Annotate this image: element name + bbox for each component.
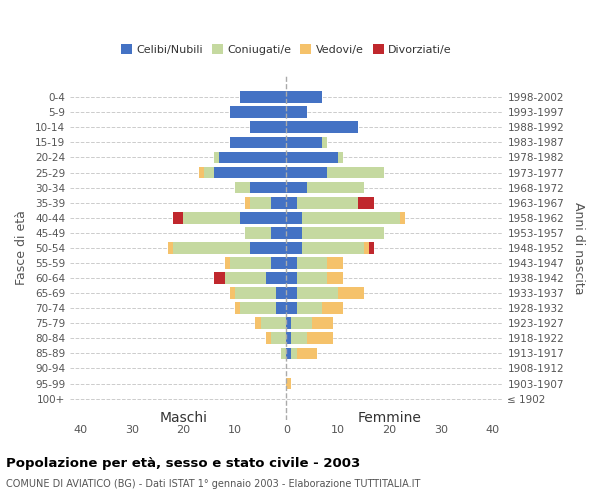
Bar (266, 272, 286, 284)
Bar (328, 272, 343, 284)
Bar (230, 257, 271, 269)
Bar (307, 332, 332, 344)
Bar (302, 242, 364, 254)
Bar (250, 242, 286, 254)
Bar (240, 302, 276, 314)
Bar (286, 212, 302, 224)
Bar (292, 348, 296, 360)
Bar (235, 287, 276, 299)
Bar (338, 152, 343, 164)
Bar (230, 136, 286, 148)
Bar (168, 242, 173, 254)
Bar (271, 197, 286, 208)
Bar (302, 227, 384, 238)
Bar (204, 166, 214, 178)
Bar (286, 122, 358, 133)
Bar (271, 332, 286, 344)
Bar (173, 242, 250, 254)
Bar (240, 212, 286, 224)
Legend: Celibi/Nubili, Coniugati/e, Vedovi/e, Divorziati/e: Celibi/Nubili, Coniugati/e, Vedovi/e, Di… (116, 40, 456, 59)
Bar (281, 348, 286, 360)
Bar (328, 257, 343, 269)
Bar (256, 318, 260, 329)
Bar (245, 197, 250, 208)
Bar (224, 257, 230, 269)
Bar (286, 348, 292, 360)
Bar (286, 257, 296, 269)
Bar (296, 197, 358, 208)
Bar (322, 302, 343, 314)
Bar (235, 182, 250, 194)
Bar (307, 182, 364, 194)
Y-axis label: Fasce di età: Fasce di età (15, 210, 28, 286)
Bar (250, 182, 286, 194)
Bar (286, 302, 296, 314)
Bar (328, 166, 384, 178)
Bar (271, 227, 286, 238)
Bar (296, 272, 328, 284)
Bar (296, 302, 322, 314)
Bar (286, 136, 322, 148)
Bar (286, 272, 296, 284)
Bar (224, 272, 266, 284)
Bar (220, 152, 286, 164)
Bar (286, 197, 296, 208)
Y-axis label: Anni di nascita: Anni di nascita (572, 202, 585, 294)
Bar (184, 212, 240, 224)
Bar (250, 122, 286, 133)
Text: COMUNE DI AVIATICO (BG) - Dati ISTAT 1° gennaio 2003 - Elaborazione TUTTITALIA.I: COMUNE DI AVIATICO (BG) - Dati ISTAT 1° … (6, 479, 421, 489)
Bar (240, 92, 286, 103)
Bar (271, 257, 286, 269)
Bar (296, 287, 338, 299)
Bar (245, 227, 271, 238)
Text: Femmine: Femmine (358, 410, 421, 424)
Bar (286, 318, 292, 329)
Bar (364, 242, 368, 254)
Bar (296, 257, 328, 269)
Bar (286, 182, 307, 194)
Bar (214, 272, 224, 284)
Bar (312, 318, 332, 329)
Bar (199, 166, 204, 178)
Bar (230, 287, 235, 299)
Bar (286, 106, 307, 118)
Bar (286, 227, 302, 238)
Bar (230, 106, 286, 118)
Bar (214, 166, 286, 178)
Bar (368, 242, 374, 254)
Bar (358, 197, 374, 208)
Bar (173, 212, 184, 224)
Bar (250, 197, 271, 208)
Bar (235, 302, 240, 314)
Bar (296, 348, 317, 360)
Bar (276, 302, 286, 314)
Bar (286, 378, 292, 390)
Bar (286, 166, 328, 178)
Bar (286, 332, 292, 344)
Bar (400, 212, 405, 224)
Bar (266, 332, 271, 344)
Bar (276, 287, 286, 299)
Text: Popolazione per età, sesso e stato civile - 2003: Popolazione per età, sesso e stato civil… (6, 458, 360, 470)
Bar (286, 242, 302, 254)
Bar (292, 318, 312, 329)
Text: Maschi: Maschi (160, 410, 208, 424)
Bar (286, 92, 322, 103)
Bar (322, 136, 328, 148)
Bar (338, 287, 364, 299)
Bar (292, 332, 307, 344)
Bar (286, 152, 338, 164)
Bar (260, 318, 286, 329)
Bar (286, 287, 296, 299)
Bar (214, 152, 220, 164)
Bar (302, 212, 400, 224)
